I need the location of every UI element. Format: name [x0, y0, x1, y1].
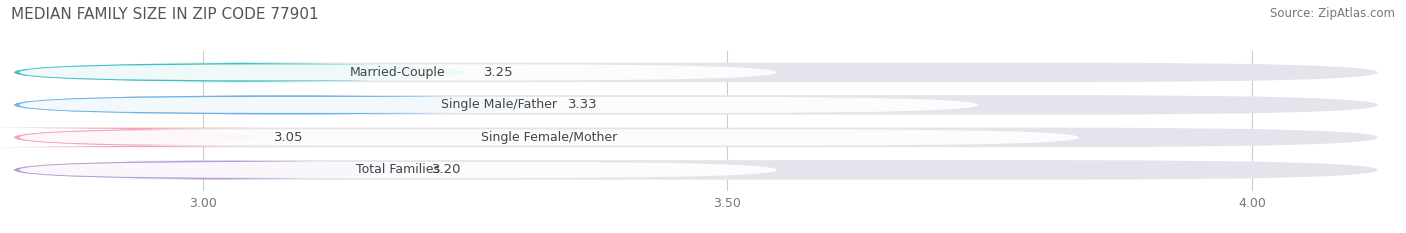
- FancyBboxPatch shape: [14, 63, 465, 82]
- FancyBboxPatch shape: [14, 95, 1378, 115]
- Text: MEDIAN FAMILY SIZE IN ZIP CODE 77901: MEDIAN FAMILY SIZE IN ZIP CODE 77901: [11, 7, 319, 22]
- FancyBboxPatch shape: [14, 128, 1378, 147]
- FancyBboxPatch shape: [20, 97, 979, 113]
- Text: Total Families: Total Families: [356, 163, 440, 176]
- Text: 3.25: 3.25: [484, 66, 513, 79]
- FancyBboxPatch shape: [20, 129, 1078, 145]
- FancyBboxPatch shape: [20, 64, 776, 80]
- FancyBboxPatch shape: [14, 160, 1378, 180]
- Text: 3.33: 3.33: [568, 98, 598, 111]
- FancyBboxPatch shape: [0, 128, 329, 147]
- Text: 3.20: 3.20: [432, 163, 461, 176]
- Text: Married-Couple: Married-Couple: [350, 66, 446, 79]
- FancyBboxPatch shape: [14, 95, 550, 115]
- Text: Single Male/Father: Single Male/Father: [440, 98, 557, 111]
- FancyBboxPatch shape: [20, 162, 776, 178]
- FancyBboxPatch shape: [14, 63, 1378, 82]
- Text: Single Female/Mother: Single Female/Mother: [481, 131, 617, 144]
- FancyBboxPatch shape: [14, 160, 413, 180]
- Text: Source: ZipAtlas.com: Source: ZipAtlas.com: [1270, 7, 1395, 20]
- Text: 3.05: 3.05: [274, 131, 304, 144]
